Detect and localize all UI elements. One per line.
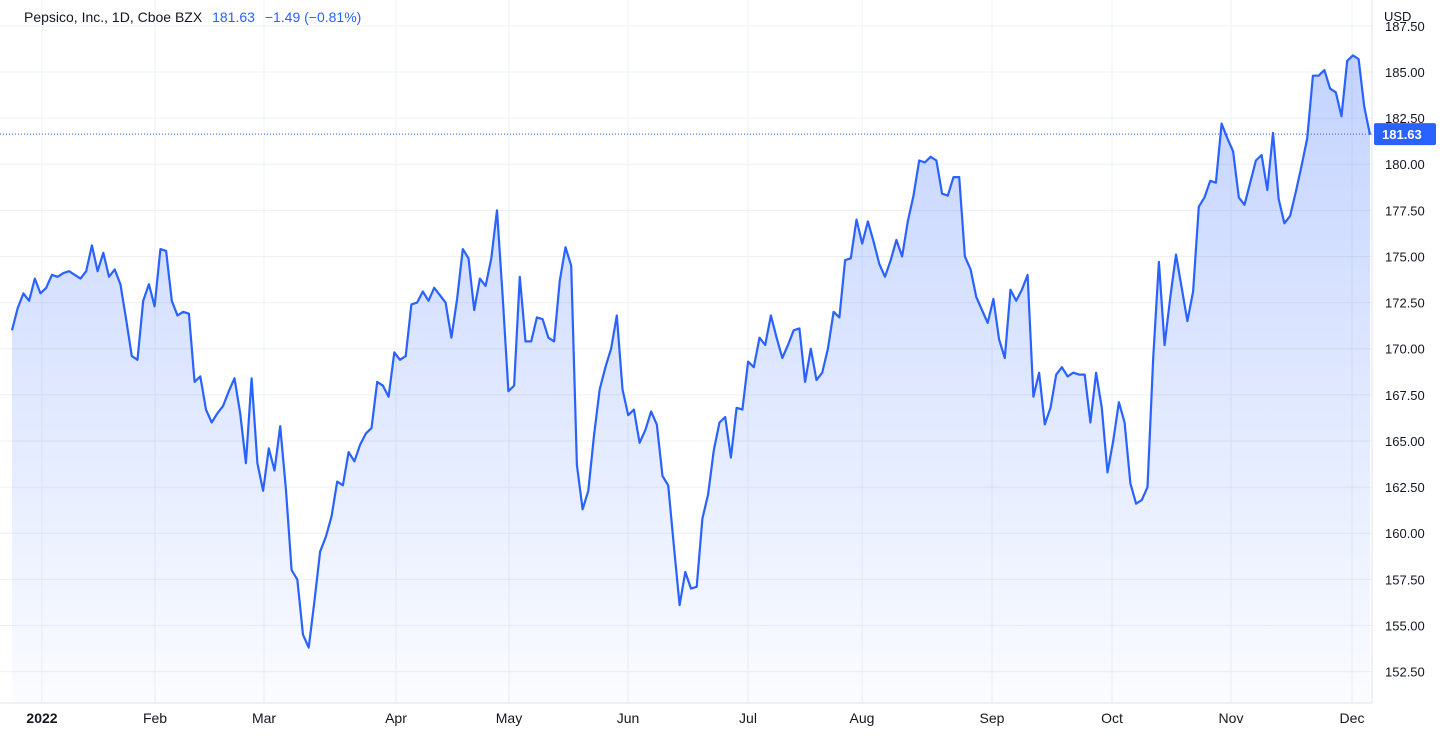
y-tick-label: 165.00 bbox=[1385, 434, 1425, 449]
y-tick-label: 187.50 bbox=[1385, 19, 1425, 34]
y-tick-label: 170.00 bbox=[1385, 342, 1425, 357]
x-tick-label: Oct bbox=[1101, 710, 1123, 726]
x-tick-label: 2022 bbox=[26, 710, 57, 726]
legend-last-price: 181.63 bbox=[212, 9, 255, 25]
y-tick-label: 185.00 bbox=[1385, 65, 1425, 80]
x-tick-label: Jul bbox=[739, 710, 757, 726]
y-tick-label: 167.50 bbox=[1385, 388, 1425, 403]
y-tick-label: 172.50 bbox=[1385, 296, 1425, 311]
price-line bbox=[10, 54, 1372, 649]
x-tick-label: May bbox=[496, 710, 522, 726]
x-tick-label: Dec bbox=[1340, 710, 1365, 726]
currency-label: USD bbox=[1384, 9, 1411, 24]
legend-symbol: Pepsico, Inc., 1D, Cboe BZX bbox=[24, 9, 203, 25]
y-tick-label: 162.50 bbox=[1385, 480, 1425, 495]
y-tick-label: 182.50 bbox=[1385, 111, 1425, 126]
y-tick-label: 175.00 bbox=[1385, 249, 1425, 264]
y-tick-label: 152.50 bbox=[1385, 665, 1425, 680]
last-price-badge-label: 181.63 bbox=[1382, 127, 1422, 142]
x-tick-label: Mar bbox=[252, 710, 276, 726]
x-tick-label: Apr bbox=[385, 710, 407, 726]
axes: 152.50 155.00 157.50 160.00 162.50 165.00 167.… bbox=[0, 0, 1425, 726]
x-tick-label: Feb bbox=[143, 710, 167, 726]
y-tick-label: 180.00 bbox=[1385, 157, 1425, 172]
x-tick-label: Jun bbox=[617, 710, 640, 726]
last-price-badge bbox=[1374, 123, 1436, 146]
last-price-line: 181.63 bbox=[0, 123, 1436, 146]
price-area bbox=[12, 55, 1370, 703]
y-tick-label: 157.50 bbox=[1385, 572, 1425, 587]
chart-legend: Pepsico, Inc., 1D, Cboe BZX 181.63 −1.49… bbox=[24, 9, 361, 25]
area-fill bbox=[12, 55, 1370, 703]
x-tick-label: Sep bbox=[980, 710, 1005, 726]
x-tick-label: Nov bbox=[1219, 710, 1244, 726]
y-tick-label: 160.00 bbox=[1385, 526, 1425, 541]
legend-change: −1.49 (−0.81%) bbox=[264, 9, 362, 25]
y-tick-label: 177.50 bbox=[1385, 203, 1425, 218]
price-series-line bbox=[10, 54, 1372, 649]
y-tick-label: 155.00 bbox=[1385, 619, 1425, 634]
x-tick-label: Aug bbox=[850, 710, 875, 726]
